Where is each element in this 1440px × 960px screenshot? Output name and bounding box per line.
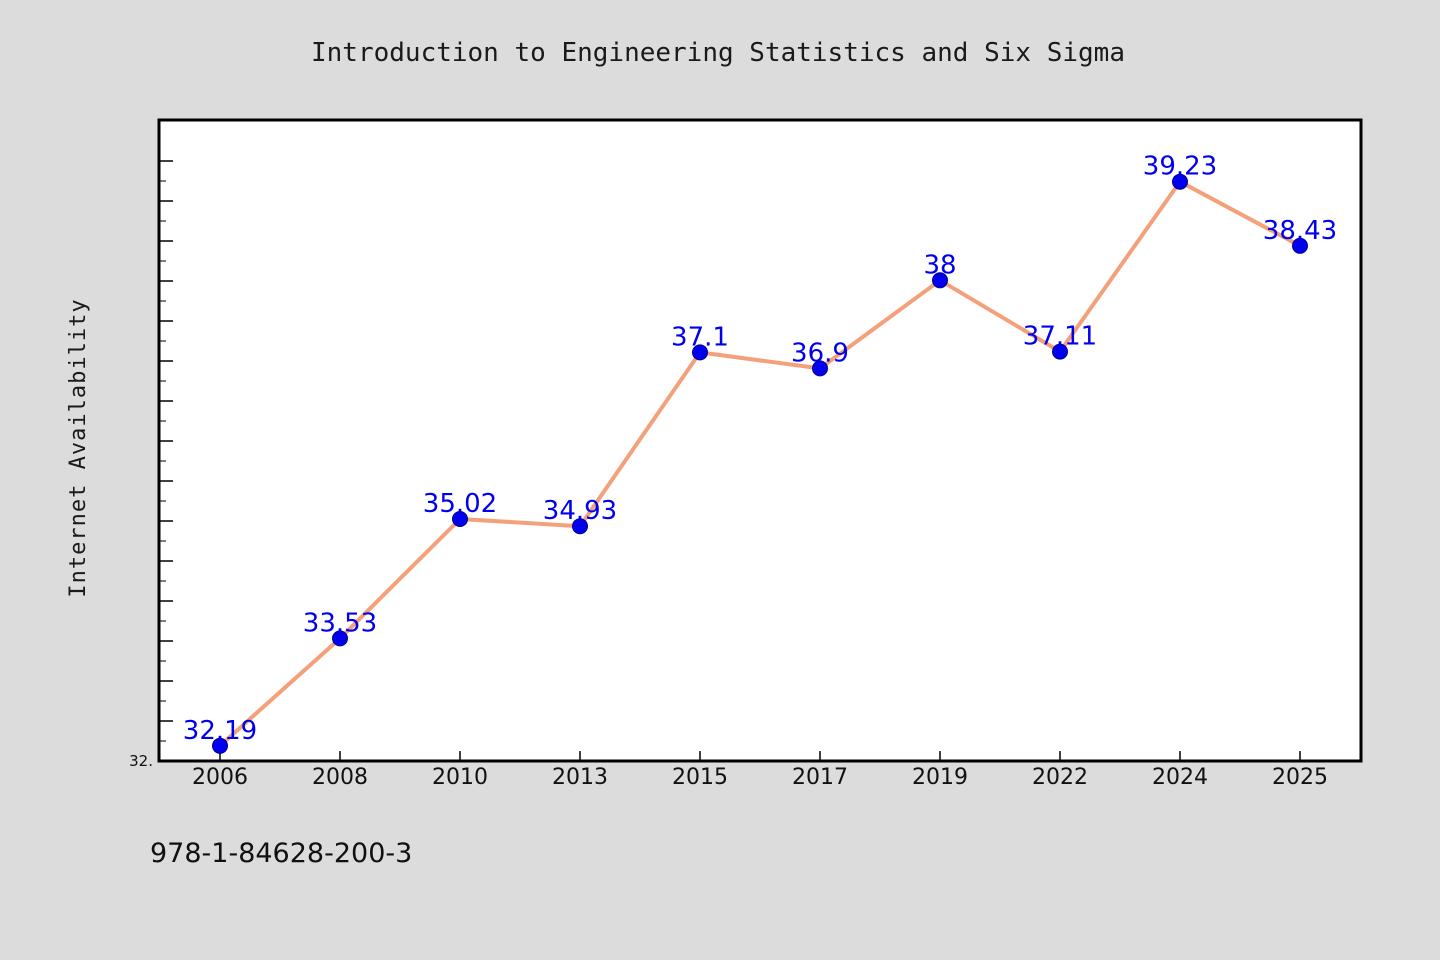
y-axis-label: Internet Availability [66, 298, 91, 597]
x-tick-label: 2017 [792, 765, 848, 790]
chart-title: Introduction to Engineering Statistics a… [311, 38, 1125, 68]
plot-area [157, 118, 1363, 763]
series-line [218, 179, 1302, 748]
data-label: 36.9 [791, 338, 849, 368]
data-point [212, 737, 228, 754]
data-label: 33.53 [303, 608, 377, 638]
x-tick-label: 2008 [312, 765, 368, 790]
data-labels: 32.19 33.53 35.02 34.93 37.1 36.9 38 37.11 39.23… [183, 152, 1337, 746]
data-point [1172, 173, 1188, 190]
x-tick-label: 2013 [552, 765, 608, 790]
data-label: 35.02 [423, 489, 497, 519]
x-tick-label: 2015 [672, 765, 728, 790]
data-label: 37.11 [1023, 322, 1097, 352]
y-tick-label: 32. [129, 752, 153, 770]
x-axis-tick-labels: 2006 2008 2010 2013 2015 2017 2019 2022 2024 2025 [192, 765, 1328, 790]
data-label: 39.23 [1143, 152, 1217, 182]
data-label: 34.93 [543, 496, 617, 526]
data-label: 37.1 [671, 322, 729, 352]
footer-text: 978-1-84628-200-3 [150, 838, 412, 869]
y-axis-ticks [159, 160, 173, 742]
x-tick-label: 2019 [912, 765, 968, 790]
x-tick-label: 2006 [192, 765, 248, 790]
x-tick-label: 2010 [432, 765, 488, 790]
data-point [692, 344, 708, 361]
data-point [452, 511, 468, 527]
data-point [1292, 237, 1308, 254]
data-label: 38 [923, 250, 956, 280]
x-tick-label: 2025 [1272, 765, 1328, 790]
data-label: 32.19 [183, 716, 257, 746]
data-point [1052, 343, 1068, 360]
x-tick-label: 2022 [1032, 765, 1088, 790]
data-point [932, 272, 948, 289]
data-point [332, 630, 348, 647]
data-point [572, 518, 588, 535]
data-markers [212, 173, 1308, 754]
x-axis-ticks [219, 751, 1301, 761]
data-label: 38.43 [1263, 216, 1337, 246]
x-tick-label: 2024 [1152, 765, 1208, 790]
data-point [812, 360, 828, 377]
